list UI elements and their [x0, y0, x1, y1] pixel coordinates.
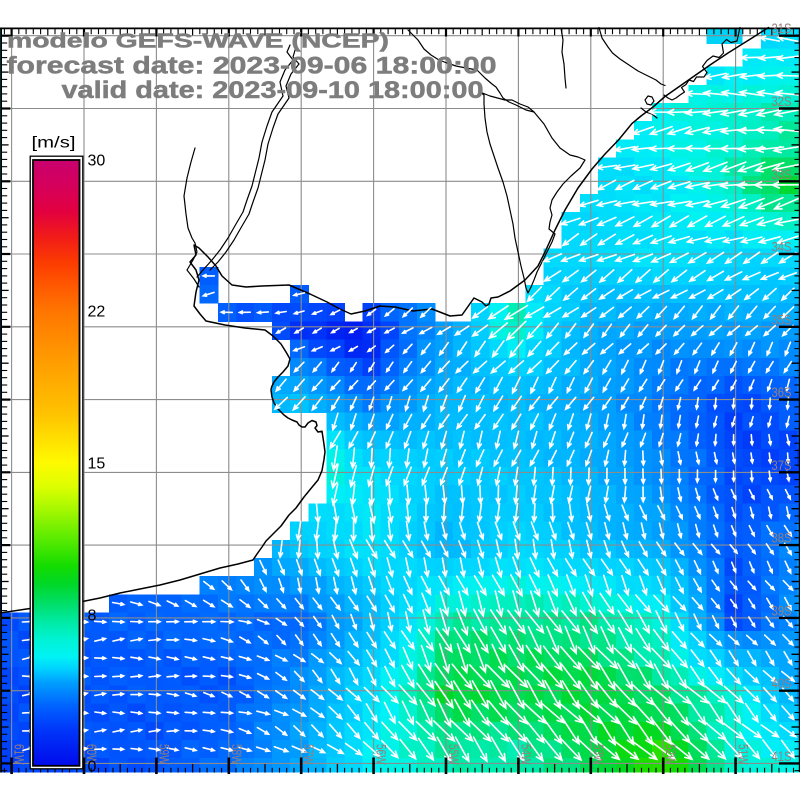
svg-text:0: 0 — [88, 759, 97, 776]
svg-text:[m/s]: [m/s] — [32, 135, 76, 152]
svg-text:30: 30 — [88, 153, 106, 170]
svg-text:60W: 60W — [84, 744, 100, 765]
svg-text:32S: 32S — [772, 93, 792, 109]
svg-text:22: 22 — [88, 304, 106, 321]
svg-text:40S: 40S — [772, 675, 792, 691]
svg-text:15: 15 — [88, 456, 106, 473]
svg-text:53W: 53W — [591, 744, 607, 765]
svg-text:35S: 35S — [772, 311, 792, 327]
svg-text:59W: 59W — [156, 744, 172, 765]
svg-text:38S: 38S — [772, 530, 792, 546]
svg-text:57W: 57W — [301, 744, 317, 765]
svg-text:52W: 52W — [663, 744, 679, 765]
svg-text:modelo GEFS-WAVE (NCEP): modelo GEFS-WAVE (NCEP) — [7, 31, 389, 53]
svg-text:39S: 39S — [772, 602, 792, 618]
svg-text:36S: 36S — [772, 384, 792, 400]
svg-text:8: 8 — [88, 608, 97, 625]
svg-text:37S: 37S — [772, 457, 792, 473]
svg-text:54W: 54W — [518, 744, 534, 765]
svg-text:55W: 55W — [446, 744, 462, 765]
svg-text:31S: 31S — [772, 20, 792, 36]
svg-text:61W: 61W — [12, 744, 28, 765]
svg-text:58W: 58W — [229, 744, 245, 765]
svg-text:56W: 56W — [374, 744, 390, 765]
svg-text:34S: 34S — [772, 239, 792, 255]
svg-text:forecast date: 2023-09-06 18:0: forecast date: 2023-09-06 18:00:00 — [7, 53, 497, 80]
svg-text:valid date: 2023-09-10 18:00:0: valid date: 2023-09-10 18:00:00 — [62, 77, 484, 104]
svg-text:51W: 51W — [736, 744, 752, 765]
svg-text:41S: 41S — [772, 748, 792, 764]
svg-text:33S: 33S — [772, 166, 792, 182]
